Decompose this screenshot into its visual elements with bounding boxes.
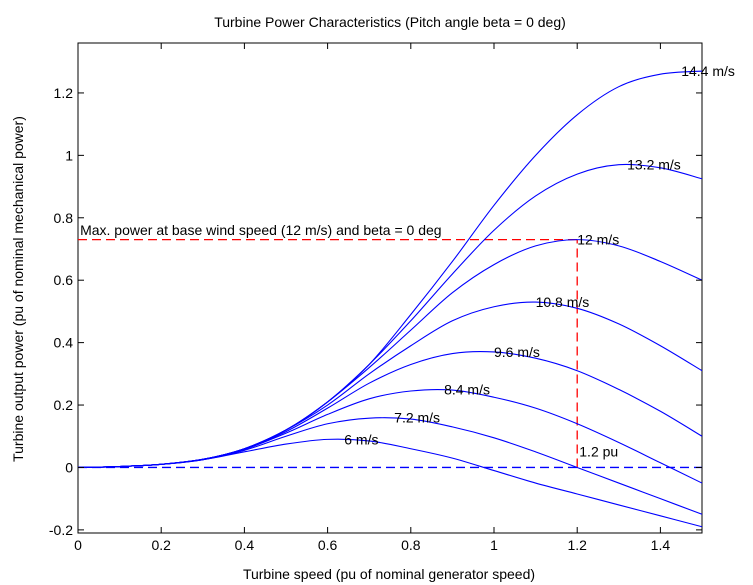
- x-tick-label-3: 0.6: [318, 537, 338, 553]
- y-tick-label-3: 0.4: [54, 335, 74, 351]
- curve-label-5: 12 m/s: [577, 232, 619, 248]
- y-tick-label-4: 0.6: [54, 272, 74, 288]
- curve-label-2: 8.4 m/s: [444, 381, 490, 397]
- curve-label-0: 6 m/s: [344, 431, 378, 447]
- y-tick-label-2: 0.2: [54, 397, 74, 413]
- y-tick-label-5: 0.8: [54, 210, 74, 226]
- annotation-1: 1.2 pu: [579, 444, 618, 460]
- y-tick-label-6: 1: [65, 147, 73, 163]
- curve-label-4: 10.8 m/s: [536, 294, 590, 310]
- x-tick-label-4: 0.8: [401, 537, 421, 553]
- plot-area: 6 m/s 7.2 m/s8.4 m/s 9.6 m/s 10.8 m/s 12 m/s…: [49, 42, 735, 553]
- curve-labels: 6 m/s 7.2 m/s8.4 m/s 9.6 m/s 10.8 m/s 12 m/s…: [344, 63, 735, 447]
- y-axis-ticks: -0.2 0 0.2 0.4 0.6 0.8 1 1.2: [49, 85, 702, 538]
- x-tick-label-1: 0.2: [151, 537, 171, 553]
- x-axis-ticks: 0 0.2 0.4 0.6 0.8 1 1.2 1.4: [74, 43, 670, 553]
- power-curves: [77, 70, 703, 528]
- chart-title: Turbine Power Characteristics (Pitch ang…: [214, 14, 566, 30]
- y-tick-label-0: -0.2: [49, 522, 73, 538]
- curve-label-3: 9.6 m/s: [494, 344, 540, 360]
- y-tick-label-7: 1.2: [54, 85, 74, 101]
- curve-label-1: 7.2 m/s: [394, 410, 440, 426]
- x-tick-label-7: 1.4: [651, 537, 671, 553]
- curve-label-6: 13.2 m/s: [627, 157, 681, 173]
- y-axis-label: Turbine output power (pu of nominal mech…: [10, 116, 26, 462]
- annotation-0: Max. power at base wind speed (12 m/s) a…: [80, 222, 442, 238]
- curve-label-7: 14.4 m/s: [681, 63, 735, 79]
- x-tick-label-6: 1.2: [567, 537, 587, 553]
- axes-box: [77, 42, 703, 534]
- reference-lines: [78, 238, 702, 469]
- x-tick-label-0: 0: [74, 537, 82, 553]
- x-tick-label-2: 0.4: [235, 537, 255, 553]
- power-curve-7: [77, 70, 703, 469]
- annotations: Max. power at base wind speed (12 m/s) a…: [80, 222, 618, 460]
- x-axis-label: Turbine speed (pu of nominal generator s…: [243, 566, 535, 582]
- y-tick-label-1: 0: [65, 459, 73, 475]
- x-tick-label-5: 1: [490, 537, 498, 553]
